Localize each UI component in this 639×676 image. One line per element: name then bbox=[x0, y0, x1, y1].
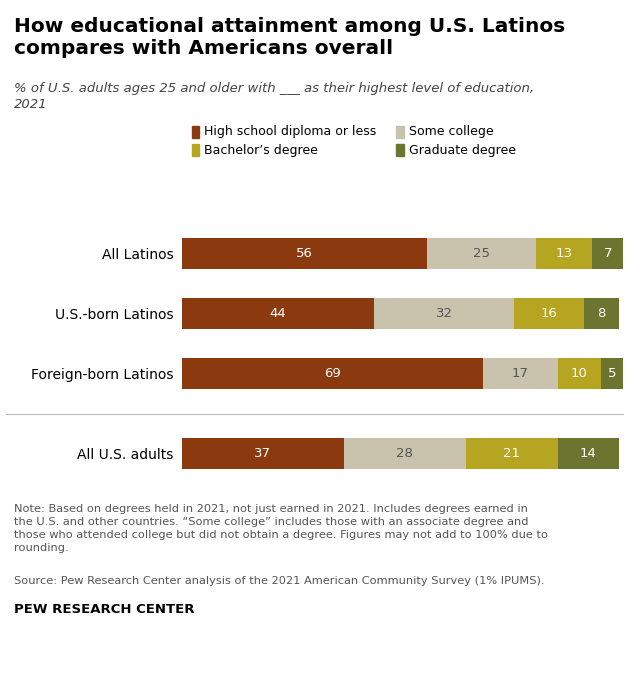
Bar bbox=[592, 238, 623, 269]
Bar bbox=[374, 298, 514, 329]
Text: Graduate degree: Graduate degree bbox=[409, 143, 516, 157]
Bar bbox=[344, 438, 466, 469]
Text: 7: 7 bbox=[603, 247, 612, 260]
Bar bbox=[535, 238, 592, 269]
Text: 69: 69 bbox=[325, 366, 341, 380]
Text: 28: 28 bbox=[396, 448, 413, 460]
Bar bbox=[466, 438, 558, 469]
Text: % of U.S. adults ages 25 and older with ___ as their highest level of education,: % of U.S. adults ages 25 and older with … bbox=[14, 82, 534, 95]
Text: Source: Pew Research Center analysis of the 2021 American Community Survey (1% I: Source: Pew Research Center analysis of … bbox=[14, 576, 544, 586]
Text: 2021: 2021 bbox=[14, 98, 47, 111]
Text: PEW RESEARCH CENTER: PEW RESEARCH CENTER bbox=[14, 603, 194, 616]
Text: 14: 14 bbox=[580, 448, 597, 460]
Text: How educational attainment among U.S. Latinos
compares with Americans overall: How educational attainment among U.S. La… bbox=[14, 17, 566, 58]
Bar bbox=[182, 438, 344, 469]
Text: 25: 25 bbox=[473, 247, 489, 260]
Bar bbox=[427, 238, 535, 269]
Text: 16: 16 bbox=[541, 307, 557, 320]
Bar bbox=[483, 358, 558, 389]
Text: Some college: Some college bbox=[409, 125, 493, 139]
Bar bbox=[601, 358, 623, 389]
Text: Note: Based on degrees held in 2021, not just earned in 2021. Includes degrees e: Note: Based on degrees held in 2021, not… bbox=[14, 504, 548, 553]
Text: 5: 5 bbox=[608, 366, 617, 380]
Text: Bachelor’s degree: Bachelor’s degree bbox=[204, 143, 318, 157]
Bar bbox=[558, 358, 601, 389]
Text: 44: 44 bbox=[270, 307, 286, 320]
Text: High school diploma or less: High school diploma or less bbox=[204, 125, 377, 139]
Text: 17: 17 bbox=[512, 366, 529, 380]
Text: 21: 21 bbox=[503, 448, 520, 460]
Bar bbox=[182, 358, 483, 389]
Bar bbox=[514, 298, 584, 329]
Bar bbox=[182, 298, 374, 329]
Bar bbox=[558, 438, 619, 469]
Text: 32: 32 bbox=[436, 307, 452, 320]
Text: 8: 8 bbox=[597, 307, 605, 320]
Text: 13: 13 bbox=[555, 247, 573, 260]
Bar bbox=[584, 298, 619, 329]
Text: 37: 37 bbox=[254, 448, 272, 460]
Text: 10: 10 bbox=[571, 366, 588, 380]
Text: 56: 56 bbox=[296, 247, 312, 260]
Bar bbox=[182, 238, 427, 269]
